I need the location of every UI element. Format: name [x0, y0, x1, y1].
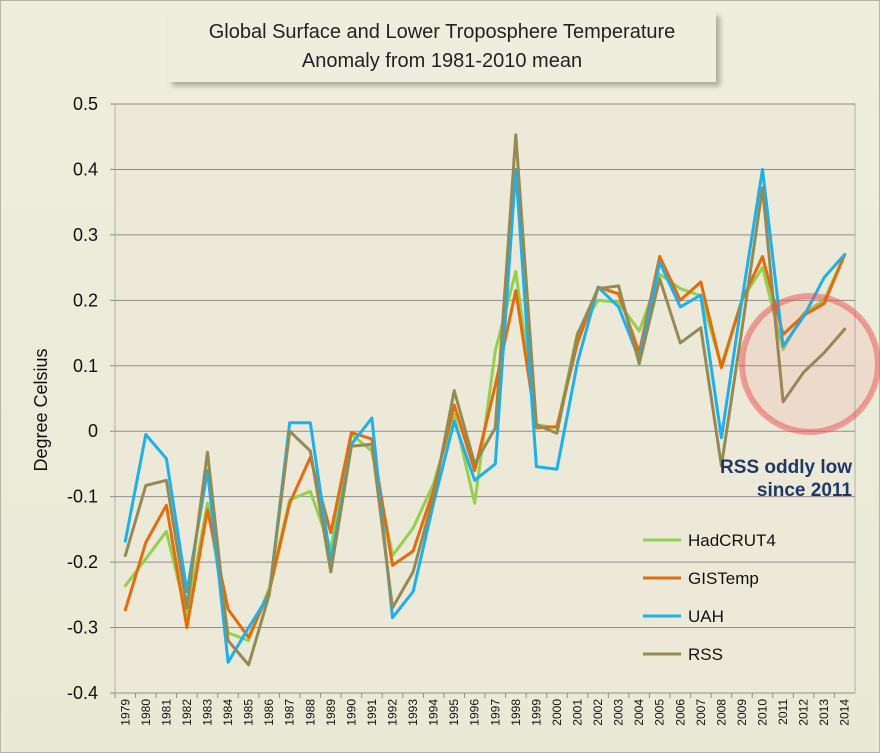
x-tick-label: 1996	[468, 699, 482, 726]
x-tick-label: 1979	[118, 699, 132, 726]
x-tick-label: 1981	[159, 699, 173, 726]
x-tick-label: 1997	[488, 699, 502, 726]
y-tick-label: 0.3	[73, 225, 98, 245]
x-tick-label: 2013	[817, 699, 831, 726]
series-line-rss	[123, 133, 847, 667]
x-tick-label: 1988	[303, 699, 317, 726]
x-tick-label: 1986	[262, 699, 276, 726]
x-tick-label: 2007	[694, 699, 708, 726]
x-tick-label: 2003	[612, 699, 626, 726]
grid-lines	[110, 103, 855, 694]
chart-subtitle: Anomaly from 1981-2010 mean	[301, 50, 583, 72]
x-tick-label: 1993	[406, 699, 420, 726]
x-tick-label: 2001	[571, 699, 585, 726]
x-tick-label: 2009	[735, 699, 749, 726]
series-lines	[123, 133, 847, 667]
legend-label-uah: UAH	[688, 607, 724, 626]
x-tick-label: 2010	[756, 699, 770, 726]
x-tick-label: 1987	[283, 699, 297, 726]
legend-label-gistemp: GISTemp	[688, 569, 759, 588]
highlight-circle	[739, 293, 880, 435]
x-tick-label: 1990	[344, 699, 358, 726]
y-tick-label: -0.3	[67, 618, 98, 638]
x-tick-label: 1998	[509, 699, 523, 726]
chart-title: Global Surface and Lower Troposphere Tem…	[208, 21, 676, 43]
x-tick-label: 1991	[365, 699, 379, 726]
legend: HadCRUT4 GISTemp UAH RSS	[643, 531, 776, 664]
x-tick-label: 1992	[386, 699, 400, 726]
x-tick-label: 1982	[180, 699, 194, 726]
y-tick-label: 0.2	[73, 290, 98, 310]
legend-label-hadcrut4: HadCRUT4	[688, 531, 776, 550]
x-tick-label: 2012	[797, 699, 811, 726]
y-tick-label: 0.5	[73, 94, 98, 114]
x-tick-label: 1999	[529, 699, 543, 726]
x-tick-label: 1984	[221, 699, 235, 726]
x-tick-label: 1985	[242, 699, 256, 726]
series-line-uah	[123, 167, 847, 664]
x-tick-label: 1980	[139, 699, 153, 726]
x-tick-labels: 1979 1980 1981 1982 1983 1984 1985 1986 1987 1988…	[114, 693, 852, 726]
x-tick-label: 2005	[653, 699, 667, 726]
annotation-line: since 2011	[757, 480, 853, 501]
y-tick-label: 0	[88, 421, 98, 441]
y-tick-label: 0.4	[73, 159, 98, 179]
y-tick-label: 0.1	[73, 356, 98, 376]
y-tick-label: -0.2	[67, 552, 98, 572]
y-tick-labels: -0.4 -0.3 -0.2 -0.1 0 0.1 0.2 0.3 0.4 0.5	[67, 94, 98, 703]
legend-label-rss: RSS	[688, 645, 723, 664]
x-tick-label: 2002	[591, 699, 605, 726]
x-tick-label: 2008	[714, 699, 728, 726]
x-tick-label: 1983	[201, 699, 215, 726]
annotation-line: RSS oddly low	[720, 457, 852, 478]
chart-title-box: Global Surface and Lower Troposphere Tem…	[168, 12, 716, 82]
y-tick-label: -0.1	[67, 487, 98, 507]
x-tick-label: 2006	[673, 699, 687, 726]
y-axis-label: Degree Celsius	[31, 348, 51, 471]
x-tick-label: 1995	[447, 699, 461, 726]
x-tick-label: 2004	[632, 699, 646, 726]
x-tick-label: 1989	[324, 699, 338, 726]
x-tick-label: 2000	[550, 699, 564, 726]
y-tick-label: -0.4	[67, 683, 98, 703]
x-tick-label: 1994	[427, 699, 441, 726]
x-tick-label: 2014	[838, 699, 852, 726]
x-tick-label: 2011	[776, 699, 790, 725]
